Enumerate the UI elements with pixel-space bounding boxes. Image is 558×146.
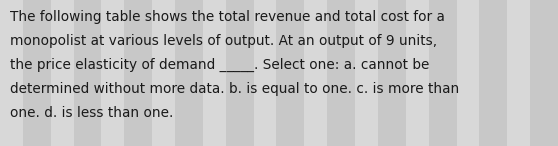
Text: The following table shows the total revenue and total cost for a: The following table shows the total reve… xyxy=(10,10,445,24)
Bar xyxy=(102,0,124,146)
Bar xyxy=(507,0,530,146)
Bar xyxy=(203,0,226,146)
Bar xyxy=(152,0,175,146)
Text: one. d. is less than one.: one. d. is less than one. xyxy=(10,106,174,120)
Bar xyxy=(304,0,327,146)
Bar xyxy=(0,0,23,146)
Bar xyxy=(406,0,429,146)
Bar xyxy=(355,0,378,146)
Bar xyxy=(51,0,74,146)
Text: determined without more data. b. is equal to one. c. is more than: determined without more data. b. is equa… xyxy=(10,82,459,96)
Bar xyxy=(254,0,276,146)
Text: the price elasticity of demand _____. Select one: a. cannot be: the price elasticity of demand _____. Se… xyxy=(10,58,429,72)
Bar xyxy=(456,0,479,146)
Text: monopolist at various levels of output. At an output of 9 units,: monopolist at various levels of output. … xyxy=(10,34,437,48)
